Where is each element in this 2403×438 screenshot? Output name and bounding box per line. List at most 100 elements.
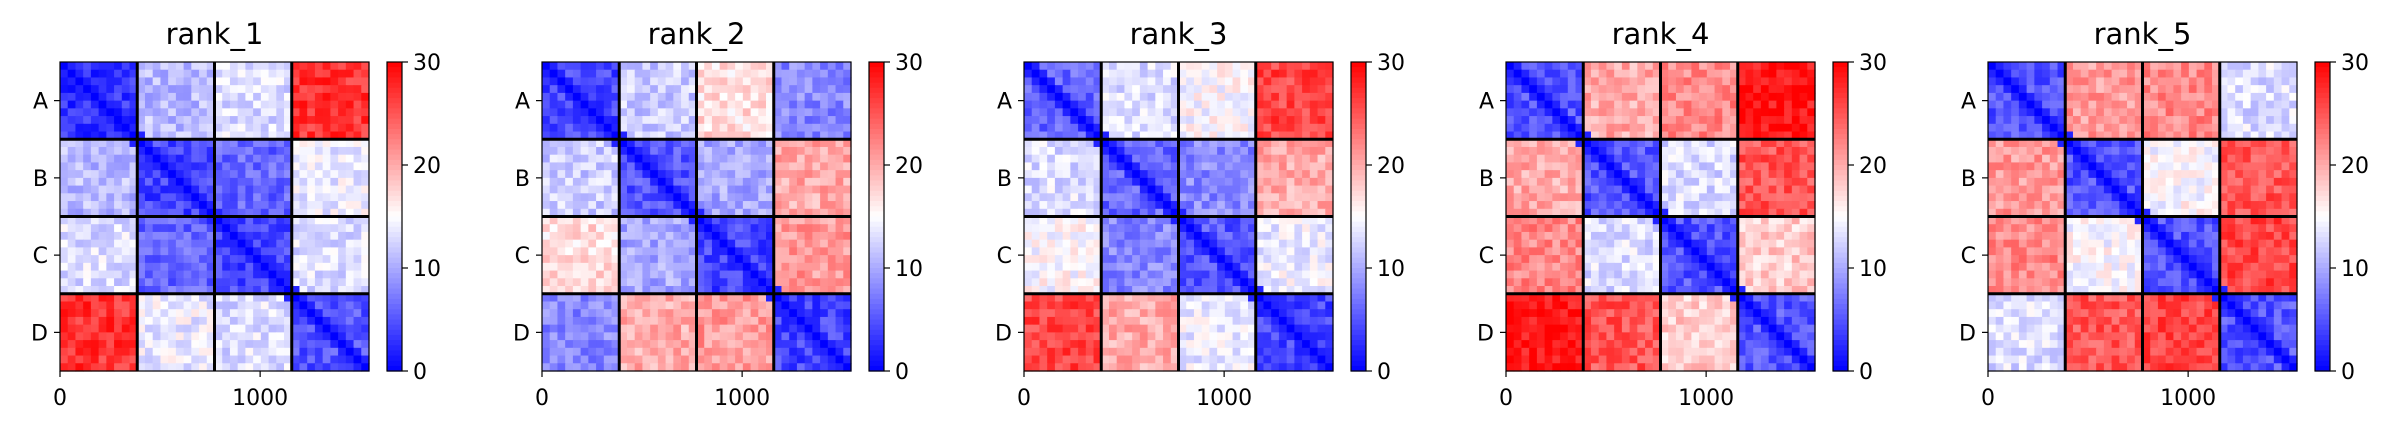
heatmap-cell [330, 92, 339, 102]
heatmap-cell [1302, 363, 1311, 372]
heatmap-cell [1317, 309, 1326, 318]
heatmap-cell [565, 224, 574, 233]
heatmap-cell [596, 247, 605, 256]
heatmap-cell [260, 108, 270, 117]
heatmap-cell [268, 363, 277, 372]
heatmap-cell [1232, 332, 1241, 341]
heatmap-cell [175, 270, 185, 279]
heatmap-cell [314, 231, 324, 241]
heatmap-cell [572, 62, 582, 71]
heatmap-cell [827, 131, 837, 140]
heatmap-cell [750, 193, 759, 202]
heatmap-cell [796, 247, 806, 256]
heatmap-cell [1170, 309, 1180, 318]
heatmap-cell [1255, 224, 1265, 233]
heatmap-cell [1039, 170, 1048, 179]
heatmap-cell [1124, 170, 1133, 179]
heatmap-cell [175, 293, 185, 303]
heatmap-cell [160, 293, 169, 303]
heatmap-cell [719, 239, 728, 248]
heatmap-cell [711, 108, 721, 117]
heatmap-cell [565, 85, 574, 94]
heatmap-cell [144, 162, 154, 171]
heatmap-cell [237, 62, 246, 71]
heatmap-cell [835, 170, 844, 179]
heatmap-cell [253, 355, 262, 364]
heatmap-cell [345, 92, 355, 102]
heatmap-cell [1070, 108, 1079, 117]
heatmap-cell [114, 247, 123, 256]
heatmap-cell [696, 332, 705, 341]
heatmap-cell [696, 239, 705, 248]
heatmap-cell [268, 100, 277, 109]
heatmap-cell [611, 177, 620, 187]
heatmap-cell [1054, 131, 1064, 140]
heatmap-cell [542, 247, 551, 256]
heatmap-cell [137, 278, 146, 287]
heatmap-cell [650, 278, 659, 287]
heatmap-cell [603, 85, 613, 94]
heatmap-cell [804, 62, 813, 71]
colorbar-frame [868, 61, 885, 372]
heatmap-cell [565, 193, 574, 202]
heatmap-cell [114, 162, 123, 171]
heatmap-cell [121, 92, 131, 102]
heatmap-cell [1078, 177, 1087, 187]
heatmap-cell [596, 224, 605, 233]
heatmap-cell [619, 340, 628, 349]
heatmap-cell [1232, 270, 1241, 279]
heatmap-cell [183, 123, 192, 133]
heatmap-cell [168, 62, 177, 71]
heatmap-cell [245, 316, 254, 326]
heatmap-cell [804, 177, 813, 187]
heatmap-cell [634, 100, 644, 109]
heatmap-cell [1309, 85, 1319, 94]
heatmap-cell [557, 216, 566, 225]
heatmap-cell [291, 108, 301, 117]
heatmap-cell [696, 69, 705, 79]
heatmap-cell [67, 262, 77, 272]
heatmap-cell [727, 170, 736, 179]
heatmap-cell [758, 247, 767, 256]
heatmap-cell [596, 255, 605, 264]
heatmap-cell [1224, 170, 1234, 179]
heatmap-cell [572, 332, 582, 341]
heatmap-cell [330, 332, 339, 341]
heatmap-cell [345, 193, 355, 202]
colorbar-segment [387, 211, 402, 218]
heatmap-cell [580, 255, 589, 264]
heatmap-cell [291, 193, 301, 202]
heatmap-cell [1085, 324, 1095, 333]
heatmap-cell [214, 255, 223, 264]
heatmap-cell [758, 193, 767, 202]
heatmap-cell [781, 363, 790, 372]
heatmap-cell [766, 146, 775, 156]
heatmap-cell [160, 139, 169, 148]
heatmap-cell [766, 62, 775, 71]
heatmap-cell [588, 162, 597, 171]
heatmap-cell [820, 108, 829, 117]
heatmap-cell [626, 355, 636, 364]
heatmap-cell [345, 262, 355, 272]
colorbar-segment [387, 340, 402, 346]
heatmap-cell [90, 177, 100, 187]
heatmap-cell [1031, 100, 1041, 109]
heatmap-cell [835, 123, 844, 133]
heatmap-cell [1093, 309, 1102, 318]
heatmap-cell [827, 92, 837, 102]
heatmap-cell [789, 216, 798, 225]
heatmap-cell [696, 162, 705, 171]
heatmap-cell [1263, 108, 1272, 117]
heatmap-cell [338, 286, 347, 295]
heatmap-cell [1178, 100, 1187, 109]
heatmap-cell [758, 201, 767, 210]
heatmap-cell [681, 286, 690, 295]
heatmap-cell [1116, 177, 1126, 187]
heatmap-cell [1101, 262, 1110, 272]
heatmap-cell [1317, 347, 1326, 357]
heatmap-cell [650, 69, 659, 79]
heatmap-cell [1186, 293, 1195, 303]
heatmap-cell [1093, 270, 1102, 279]
heatmap-cell [1286, 177, 1295, 187]
heatmap-cell [642, 270, 651, 279]
